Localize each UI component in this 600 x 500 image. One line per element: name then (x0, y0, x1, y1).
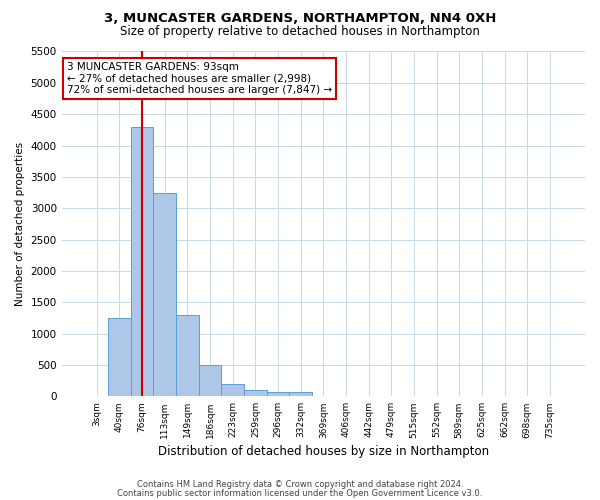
X-axis label: Distribution of detached houses by size in Northampton: Distribution of detached houses by size … (158, 444, 489, 458)
Bar (176, 315, 199, 396)
Bar (244, 390, 266, 396)
Bar (199, 365, 221, 396)
Bar (131, 126, 154, 396)
Text: 3 MUNCASTER GARDENS: 93sqm
← 27% of detached houses are smaller (2,998)
72% of s: 3 MUNCASTER GARDENS: 93sqm ← 27% of deta… (67, 62, 332, 95)
Text: 3, MUNCASTER GARDENS, NORTHAMPTON, NN4 0XH: 3, MUNCASTER GARDENS, NORTHAMPTON, NN4 0… (104, 12, 496, 26)
Text: Contains HM Land Registry data © Crown copyright and database right 2024.: Contains HM Land Registry data © Crown c… (137, 480, 463, 489)
Text: Size of property relative to detached houses in Northampton: Size of property relative to detached ho… (120, 25, 480, 38)
Bar (154, 192, 176, 396)
Bar (289, 392, 312, 396)
Bar (108, 318, 131, 396)
Bar (221, 384, 244, 396)
Y-axis label: Number of detached properties: Number of detached properties (15, 142, 25, 306)
Bar (266, 392, 289, 396)
Text: Contains public sector information licensed under the Open Government Licence v3: Contains public sector information licen… (118, 488, 482, 498)
